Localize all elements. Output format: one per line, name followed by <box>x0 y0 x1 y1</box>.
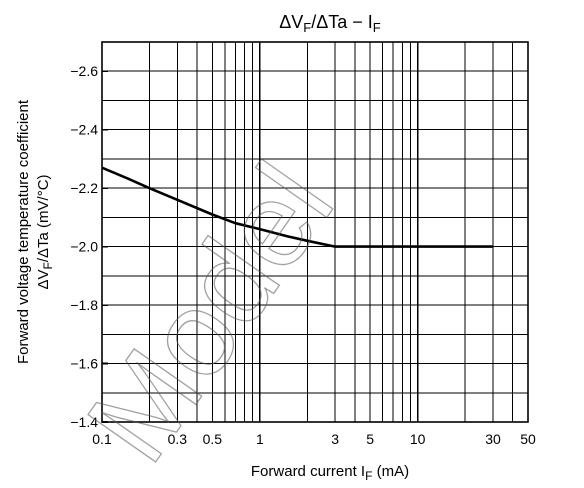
x-tick-label: 0.1 <box>92 431 112 447</box>
x-tick-label: 0.5 <box>203 431 223 447</box>
y-tick-label: −2.2 <box>70 180 98 196</box>
y-tick-label: −1.4 <box>70 414 98 430</box>
y-axis-label-line2: ΔVF/ΔTa (mV/°C) <box>35 174 55 289</box>
x-tick-label: 50 <box>520 431 536 447</box>
y-tick-label: −1.8 <box>70 297 98 313</box>
grid <box>101 41 529 423</box>
series-layer <box>101 166 493 248</box>
x-tick-label: 30 <box>485 431 501 447</box>
chart-title: ΔVF/ΔTa − IF <box>279 12 381 35</box>
y-tick-label: −2.4 <box>70 122 98 138</box>
x-tick-label: 0.3 <box>168 431 188 447</box>
x-tick-label: 3 <box>331 431 339 447</box>
x-tick-label: 10 <box>410 431 426 447</box>
series-line <box>101 166 493 248</box>
x-tick-label: 5 <box>366 431 374 447</box>
x-axis-label: Forward current IF (mA) <box>251 463 409 483</box>
y-axis-label-line1: Forward voltage temperature coefficient <box>15 99 32 364</box>
y-tick-label: −1.6 <box>70 356 98 372</box>
y-tick-label: −2.0 <box>70 239 98 255</box>
y-tick-label: −2.6 <box>70 63 98 79</box>
x-tick-label: 1 <box>256 431 264 447</box>
tick-labels: 0.1 0.3 0.5 1 3 5 10 30 50 −2.6 −2.4 −2.2 −2.0 −1.8 −1… <box>70 63 536 447</box>
